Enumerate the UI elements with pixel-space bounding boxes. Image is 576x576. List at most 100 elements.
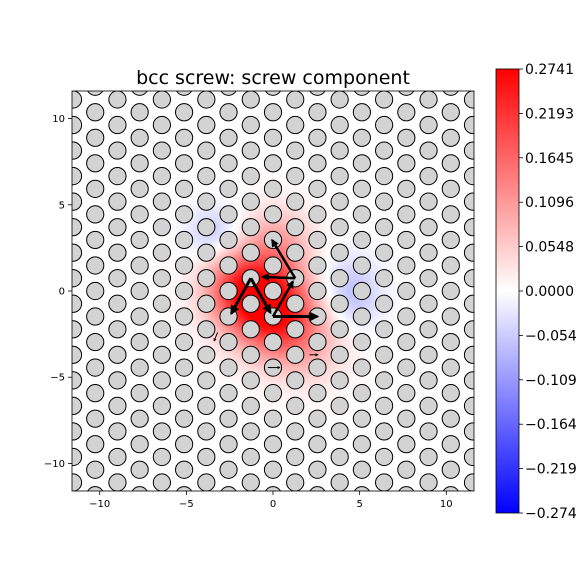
atom: [72, 167, 83, 186]
atom: [286, 473, 305, 491]
atom: [175, 179, 194, 198]
atom: [463, 345, 474, 364]
colorbar-tick-label: −0.1645: [525, 417, 576, 433]
atom: [198, 499, 215, 516]
atom: [330, 115, 349, 135]
atom: [353, 486, 370, 491]
atom: [176, 486, 193, 491]
atom: [352, 256, 371, 275]
atom: [197, 91, 216, 109]
atom: [375, 192, 394, 211]
atom: [108, 447, 127, 467]
atom: [286, 422, 305, 441]
atom: [309, 91, 326, 96]
atom: [86, 332, 105, 352]
atom: [130, 179, 149, 198]
atom: [419, 167, 438, 186]
x-axis: −10 −5 0 5 10: [89, 491, 453, 510]
atom: [375, 473, 394, 491]
atom: [86, 384, 105, 403]
atom: [352, 128, 371, 147]
atom: [197, 141, 216, 160]
atom: [286, 91, 305, 109]
displacement-arrow: [271, 280, 295, 318]
atom: [441, 460, 460, 479]
colorbar-tick-label: −0.2193: [525, 462, 576, 478]
atom: [286, 447, 305, 467]
atom: [263, 128, 283, 147]
atom: [152, 422, 171, 441]
atom: [108, 294, 127, 313]
atom: [175, 435, 194, 454]
atom: [108, 396, 127, 415]
atom: [197, 167, 216, 186]
atom: [263, 332, 283, 352]
atom: [375, 320, 394, 339]
atom: [175, 332, 194, 352]
atom: [176, 91, 193, 96]
atom: [197, 115, 216, 135]
atom: [441, 103, 460, 122]
atom: [352, 179, 371, 198]
atom: [308, 435, 327, 454]
atom: [352, 332, 371, 352]
atom: [308, 103, 327, 122]
atom: [419, 345, 438, 364]
colorbar-tick-label: 0.0000: [525, 284, 574, 300]
atom: [375, 269, 394, 288]
atom: [441, 281, 460, 301]
atom: [86, 281, 105, 301]
displacement-arrow: [261, 273, 296, 282]
atom: [87, 486, 104, 491]
atom: [175, 409, 194, 428]
atom: [263, 409, 283, 428]
atom: [241, 320, 260, 339]
atom: [152, 294, 171, 313]
atom: [263, 103, 283, 122]
atom: [330, 345, 349, 364]
atom: [152, 243, 171, 262]
atom: [130, 230, 149, 250]
atom: [152, 167, 171, 186]
atom: [308, 332, 327, 352]
atom: [330, 192, 349, 211]
atom: [286, 141, 305, 160]
atom: [263, 384, 283, 403]
atom: [152, 218, 171, 237]
atom: [352, 103, 371, 122]
atom: [286, 320, 305, 339]
atom: [419, 320, 438, 339]
atom: [441, 435, 460, 454]
atom: [397, 230, 416, 250]
y-axis: 10 5 0 −5 −10: [44, 114, 72, 470]
atom: [175, 307, 194, 326]
atom: [308, 409, 327, 428]
atom: [108, 269, 127, 288]
atom: [286, 243, 305, 262]
atom: [153, 499, 170, 516]
atom: [330, 396, 349, 415]
atom: [152, 141, 171, 160]
atom: [352, 205, 371, 224]
atom: [375, 396, 394, 415]
atom: [375, 91, 394, 109]
atom: [330, 167, 349, 186]
atom: [375, 243, 394, 262]
atom: [441, 128, 460, 147]
atom: [108, 473, 127, 491]
colorbar-tick-label: −0.1096: [525, 373, 576, 389]
y-tick-label: 0: [59, 287, 65, 298]
atom: [197, 447, 216, 467]
x-tick-label: 0: [270, 499, 276, 510]
atom: [219, 179, 238, 198]
atom: [419, 371, 438, 390]
atom: [398, 91, 415, 96]
atom: [86, 435, 105, 454]
atom: [130, 103, 149, 122]
colorbar-ticks: 0.2741 0.2193 0.1645 0.1096 0.0548 0.0000 −0.0…: [519, 62, 576, 522]
atom: [375, 167, 394, 186]
atom: [109, 499, 126, 516]
atom: [219, 154, 238, 173]
y-tick-label: 10: [52, 114, 65, 125]
atom: [86, 128, 105, 147]
